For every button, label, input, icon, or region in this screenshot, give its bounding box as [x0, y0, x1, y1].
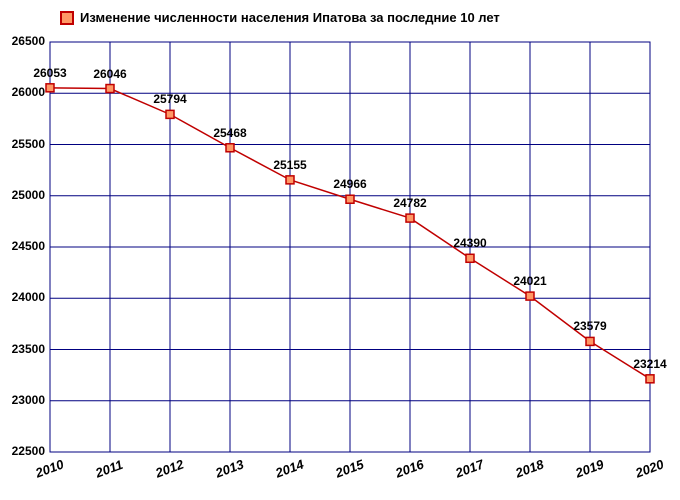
y-tick-label: 24500	[5, 239, 45, 253]
data-point-label: 24021	[513, 274, 546, 288]
data-point-label: 25794	[153, 92, 186, 106]
data-point-label: 25155	[273, 158, 306, 172]
y-tick-label: 25500	[5, 137, 45, 151]
y-tick-label: 23000	[5, 393, 45, 407]
y-tick-label: 26500	[5, 34, 45, 48]
y-tick-label: 26000	[5, 85, 45, 99]
data-point-label: 24966	[333, 177, 366, 191]
data-point-label: 23214	[633, 357, 666, 371]
population-chart: Изменение численности населения Ипатова …	[0, 0, 680, 500]
data-point-label: 24782	[393, 196, 426, 210]
y-tick-label: 25000	[5, 188, 45, 202]
y-tick-label: 24000	[5, 290, 45, 304]
data-point-label: 24390	[453, 236, 486, 250]
y-tick-label: 22500	[5, 444, 45, 458]
data-point-label: 26053	[33, 66, 66, 80]
data-point-label: 26046	[93, 67, 126, 81]
y-tick-label: 23500	[5, 342, 45, 356]
data-point-label: 25468	[213, 126, 246, 140]
data-point-label: 23579	[573, 319, 606, 333]
